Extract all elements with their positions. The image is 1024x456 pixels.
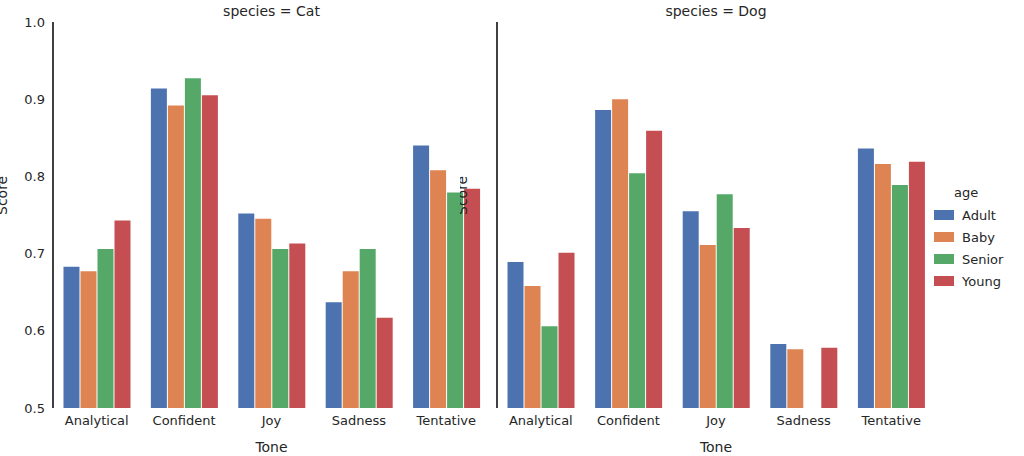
- svg-text:1.0: 1.0: [24, 15, 45, 30]
- svg-text:Tentative: Tentative: [416, 413, 476, 428]
- svg-text:Analytical: Analytical: [65, 413, 129, 428]
- svg-text:0.6: 0.6: [24, 323, 45, 338]
- svg-text:Score: Score: [8, 176, 10, 215]
- html-text:Young: Young: [962, 273, 1001, 289]
- html-text:species = Cat: species = Cat: [223, 3, 320, 19]
- svg-text:Analytical: Analytical: [509, 413, 573, 428]
- svg-text:Score: Score: [460, 176, 470, 215]
- svg-text:Tentative: Tentative: [860, 413, 920, 428]
- html-text:Senior: Senior: [962, 251, 1004, 267]
- svg-text:Joy: Joy: [261, 413, 282, 428]
- svg-text:Tone: Tone: [699, 439, 732, 455]
- svg-text:0.7: 0.7: [24, 246, 45, 261]
- html-text:species = Dog: species = Dog: [665, 3, 767, 19]
- svg-text:Sadness: Sadness: [776, 413, 830, 428]
- html-text:Adult: Adult: [962, 207, 996, 223]
- svg-text:0.9: 0.9: [24, 92, 45, 107]
- svg-text:Confident: Confident: [597, 413, 660, 428]
- svg-text:Joy: Joy: [705, 413, 726, 428]
- svg-text:0.5: 0.5: [24, 401, 45, 416]
- svg-text:Tone: Tone: [254, 439, 287, 455]
- html-text:Baby: Baby: [962, 229, 995, 245]
- svg-text:Confident: Confident: [153, 413, 216, 428]
- svg-text:Sadness: Sadness: [332, 413, 386, 428]
- html-text:age: age: [954, 185, 979, 200]
- svg-text:0.8: 0.8: [24, 169, 45, 184]
